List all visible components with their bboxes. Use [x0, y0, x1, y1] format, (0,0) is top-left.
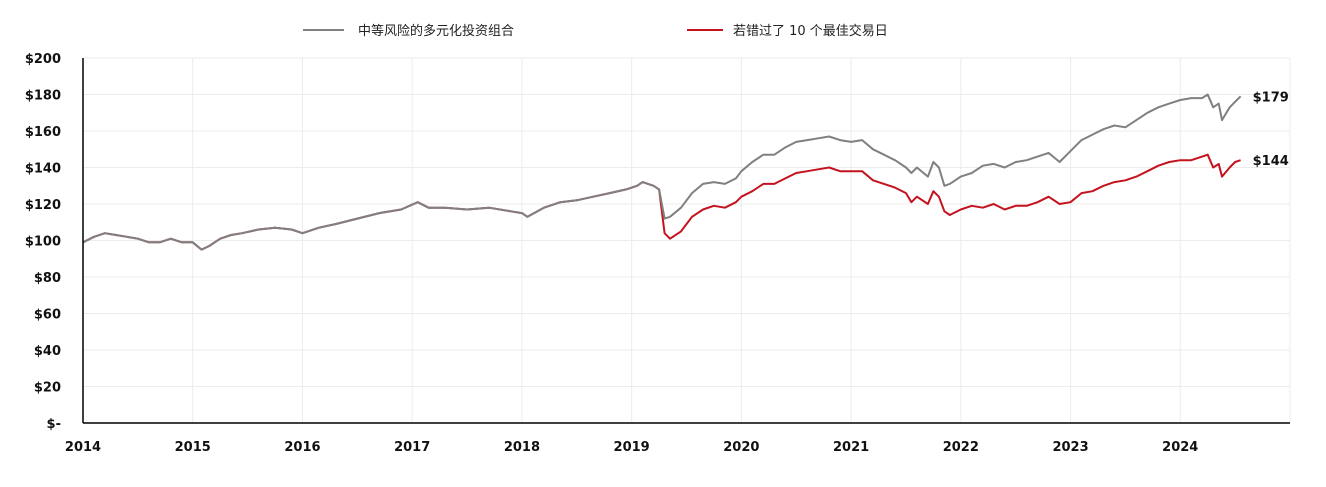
end-value-label: $179: [1253, 90, 1289, 105]
series-line-moderate-portfolio: [82, 93, 1242, 251]
legend: 中等风险的多元化投资组合 若错过了 10 个最佳交易日: [303, 23, 888, 39]
x-tick-label: 2022: [943, 440, 979, 455]
x-tick-label: 2019: [614, 440, 650, 455]
y-tick-label: $-: [47, 417, 61, 432]
y-tick-label: $140: [25, 162, 61, 177]
y-tick-label: $20: [34, 381, 61, 396]
y-tick-label: $60: [34, 308, 61, 323]
y-tick-label: $120: [25, 198, 61, 213]
grid: [83, 57, 1291, 423]
y-axis-tick-labels: $- $20 $40 $60 $80 $100 $120 $140 $160 $180 $200: [25, 52, 61, 432]
y-tick-label: $40: [34, 344, 61, 359]
x-tick-label: 2017: [394, 440, 430, 455]
x-tick-label: 2015: [175, 440, 211, 455]
y-tick-label: $200: [25, 52, 61, 67]
y-tick-label: $180: [25, 89, 61, 104]
x-tick-label: 2014: [65, 440, 101, 455]
x-tick-label: 2021: [833, 440, 869, 455]
y-tick-label: $160: [25, 125, 61, 140]
legend-label-missed-best-days: 若错过了 10 个最佳交易日: [733, 23, 888, 39]
x-axis-tick-labels: 2014 2015 2016 2017 2018 2019 2020 2021 2022 2023…: [65, 440, 1198, 455]
series-lines: [82, 93, 1242, 251]
x-tick-label: 2016: [284, 440, 320, 455]
x-tick-label: 2024: [1162, 440, 1198, 455]
end-value-label: $144: [1253, 154, 1289, 169]
x-tick-label: 2018: [504, 440, 540, 455]
legend-label-moderate-portfolio: 中等风险的多元化投资组合: [358, 23, 514, 39]
x-tick-label: 2020: [723, 440, 759, 455]
x-tick-label: 2023: [1052, 440, 1088, 455]
y-tick-label: $100: [25, 235, 61, 250]
series-end-labels: $179 $144: [1253, 90, 1289, 169]
y-tick-label: $80: [34, 271, 61, 286]
